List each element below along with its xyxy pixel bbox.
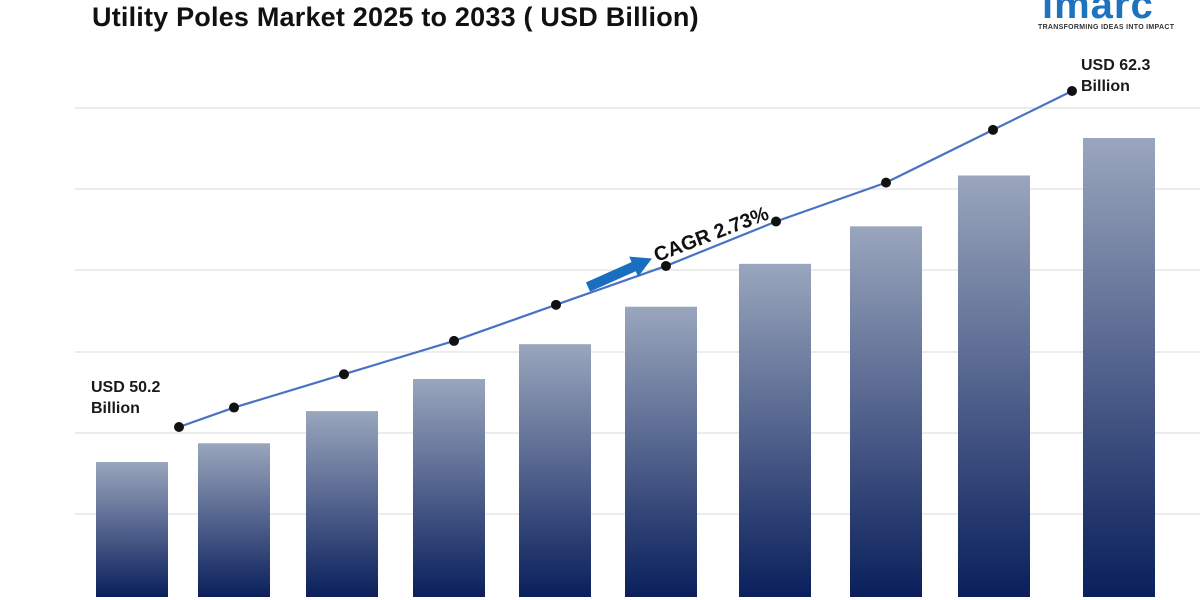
bar-3 xyxy=(413,378,485,597)
line-point-4 xyxy=(551,299,561,310)
start-value-callout: USD 50.2 Billion xyxy=(91,377,160,419)
brand-logo: imarc TRANSFORMING IDEAS INTO IMPACT xyxy=(1036,0,1196,34)
line-point-0 xyxy=(174,422,184,432)
end-value-line1: USD 62.3 xyxy=(1081,57,1151,74)
cagr-arrow-head xyxy=(629,256,652,277)
cagr-arrow-shaft xyxy=(585,261,638,292)
line-point-9 xyxy=(1067,86,1077,96)
bar-9 xyxy=(1083,138,1155,597)
start-value-line2: Billion xyxy=(91,400,140,417)
line-point-3 xyxy=(449,335,459,346)
bar-6 xyxy=(739,263,811,597)
bar-5 xyxy=(625,306,697,597)
cagr-arrow xyxy=(585,256,652,292)
bar-1 xyxy=(198,443,270,597)
end-value-callout: USD 62.3 Billion xyxy=(1081,55,1150,97)
line-point-8 xyxy=(988,124,998,135)
trend-line xyxy=(178,90,1073,429)
bar-8 xyxy=(958,175,1030,597)
start-value-line1: USD 50.2 xyxy=(91,379,161,396)
bar-7 xyxy=(850,226,922,597)
bar-4 xyxy=(519,344,591,597)
bar-0 xyxy=(96,462,168,597)
end-value-line2: Billion xyxy=(1081,78,1130,95)
bar-2 xyxy=(306,411,378,597)
chart-title: Utility Poles Market 2025 to 2033 ( USD … xyxy=(92,2,699,32)
logo-wordmark: imarc xyxy=(1042,0,1154,27)
line-point-5 xyxy=(661,260,671,271)
line-point-7 xyxy=(881,177,891,188)
line-point-1 xyxy=(229,402,239,413)
line-point-2 xyxy=(339,369,349,380)
logo-tagline: TRANSFORMING IDEAS INTO IMPACT xyxy=(1038,24,1175,31)
cagr-label: CAGR 2.73% xyxy=(651,203,772,267)
line-point-6 xyxy=(771,216,781,227)
